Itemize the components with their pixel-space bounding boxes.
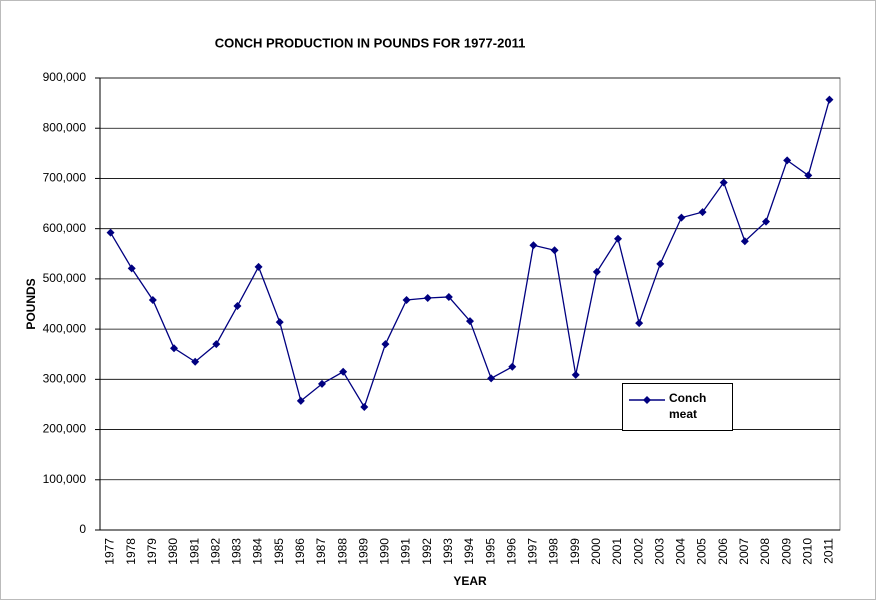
data-point xyxy=(170,344,178,353)
x-tick-label: 1987 xyxy=(314,538,328,565)
x-tick-label: 2009 xyxy=(779,538,793,565)
data-point xyxy=(487,374,496,383)
data-point xyxy=(614,234,622,243)
y-tick-label: 0 xyxy=(79,522,86,536)
x-tick-label: 2002 xyxy=(631,538,645,565)
data-point xyxy=(592,267,601,276)
x-tick-label: 2010 xyxy=(800,538,814,565)
x-tick-label: 2004 xyxy=(674,538,688,565)
data-point xyxy=(148,295,157,304)
y-tick-label: 700,000 xyxy=(43,171,87,185)
chart-title: CONCH PRODUCTION IN POUNDS FOR 1977-2011 xyxy=(215,35,526,50)
data-point xyxy=(381,340,390,349)
y-tick-label: 100,000 xyxy=(43,472,87,486)
data-point xyxy=(762,217,770,226)
x-axis-title: YEAR xyxy=(453,574,487,588)
data-point xyxy=(698,208,707,217)
legend-symbol xyxy=(629,396,665,404)
data-point xyxy=(825,95,834,104)
data-point xyxy=(529,241,538,250)
x-tick-label: 1992 xyxy=(420,538,434,565)
x-tick-label: 2000 xyxy=(589,538,603,565)
data-point xyxy=(719,178,728,187)
y-tick-label: 400,000 xyxy=(43,321,87,335)
data-point xyxy=(656,259,665,268)
y-tick-label: 600,000 xyxy=(43,221,87,235)
x-tick-label: 1999 xyxy=(568,538,582,565)
data-point xyxy=(339,367,348,376)
legend-label: Conch meat xyxy=(669,391,707,421)
data-point xyxy=(360,402,369,411)
data-point xyxy=(466,317,474,326)
data-point xyxy=(571,370,580,379)
x-tick-label: 2008 xyxy=(758,538,772,565)
data-point xyxy=(550,246,559,255)
x-tick-label: 1994 xyxy=(462,538,476,565)
x-tick-label: 2006 xyxy=(716,538,730,565)
y-tick-label: 200,000 xyxy=(43,422,87,436)
x-tick-label: 2005 xyxy=(695,538,709,565)
x-tick-label: 1985 xyxy=(272,538,286,565)
y-tick-label: 500,000 xyxy=(43,271,87,285)
data-point xyxy=(444,292,453,301)
data-point xyxy=(296,396,305,405)
x-tick-label: 1984 xyxy=(251,538,265,565)
data-point xyxy=(402,295,411,304)
x-tick-label: 1977 xyxy=(103,538,117,565)
y-tick-label: 300,000 xyxy=(43,372,87,386)
data-point xyxy=(106,228,115,237)
x-tick-label: 1991 xyxy=(399,538,413,565)
x-tick-label: 1978 xyxy=(124,538,138,565)
data-point xyxy=(127,264,136,273)
x-tick-label: 2001 xyxy=(610,538,624,565)
x-tick-label: 1980 xyxy=(166,538,180,565)
x-tick-label: 1989 xyxy=(356,538,370,565)
data-point xyxy=(275,318,284,327)
data-point xyxy=(191,357,200,366)
x-tick-label: 1988 xyxy=(335,538,349,565)
y-axis-title: POUNDS xyxy=(24,278,38,329)
x-tick-label: 1990 xyxy=(378,538,392,565)
x-tick-label: 1996 xyxy=(504,538,518,565)
data-point xyxy=(804,171,813,180)
x-tick-label: 1986 xyxy=(293,538,307,565)
data-point xyxy=(423,293,432,302)
data-point xyxy=(508,362,517,371)
x-tick-label: 1979 xyxy=(145,538,159,565)
data-point xyxy=(677,213,686,222)
data-point xyxy=(254,262,263,271)
data-point xyxy=(318,379,326,388)
y-tick-label: 900,000 xyxy=(43,70,87,84)
data-point xyxy=(233,302,242,311)
data-point xyxy=(740,237,749,246)
x-tick-label: 2011 xyxy=(822,538,836,564)
x-tick-label: 2007 xyxy=(737,538,751,565)
data-point xyxy=(212,340,221,349)
x-tick-label: 1981 xyxy=(187,538,201,565)
y-tick-label: 800,000 xyxy=(43,120,87,134)
data-point xyxy=(783,156,792,165)
x-tick-label: 1997 xyxy=(526,538,540,565)
legend: Conch meat xyxy=(622,383,733,431)
x-tick-label: 1993 xyxy=(441,538,455,565)
x-tick-label: 2003 xyxy=(652,538,666,565)
x-tick-label: 1983 xyxy=(230,538,244,565)
data-point xyxy=(635,319,644,328)
x-tick-label: 1982 xyxy=(208,538,222,565)
x-tick-label: 1995 xyxy=(483,538,497,565)
x-tick-label: 1998 xyxy=(547,538,561,565)
